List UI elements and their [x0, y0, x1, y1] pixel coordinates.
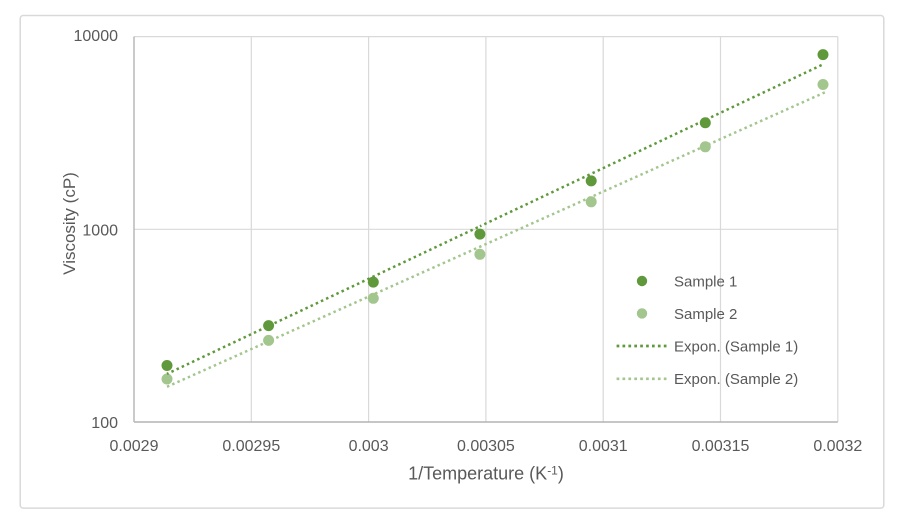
svg-text:Expon. (Sample 1): Expon. (Sample 1) — [674, 339, 798, 356]
svg-text:0.00295: 0.00295 — [222, 438, 280, 455]
svg-text:0.0032: 0.0032 — [813, 438, 862, 455]
svg-text:100: 100 — [91, 415, 118, 432]
svg-text:0.00305: 0.00305 — [457, 438, 515, 455]
svg-text:Sample 2: Sample 2 — [674, 306, 737, 323]
svg-text:Sample 1: Sample 1 — [674, 274, 737, 291]
svg-text:1000: 1000 — [82, 223, 118, 240]
svg-text:10000: 10000 — [74, 28, 119, 45]
svg-text:0.00315: 0.00315 — [692, 438, 750, 455]
svg-text:0.003: 0.003 — [349, 438, 389, 455]
svg-text:Viscosity (cP): Viscosity (cP) — [60, 172, 79, 275]
svg-text:0.0031: 0.0031 — [579, 438, 628, 455]
svg-text:0.0029: 0.0029 — [110, 438, 159, 455]
svg-text:Expon. (Sample 2): Expon. (Sample 2) — [674, 371, 798, 388]
svg-text:1/Temperature (K-1): 1/Temperature (K-1) — [408, 464, 564, 484]
